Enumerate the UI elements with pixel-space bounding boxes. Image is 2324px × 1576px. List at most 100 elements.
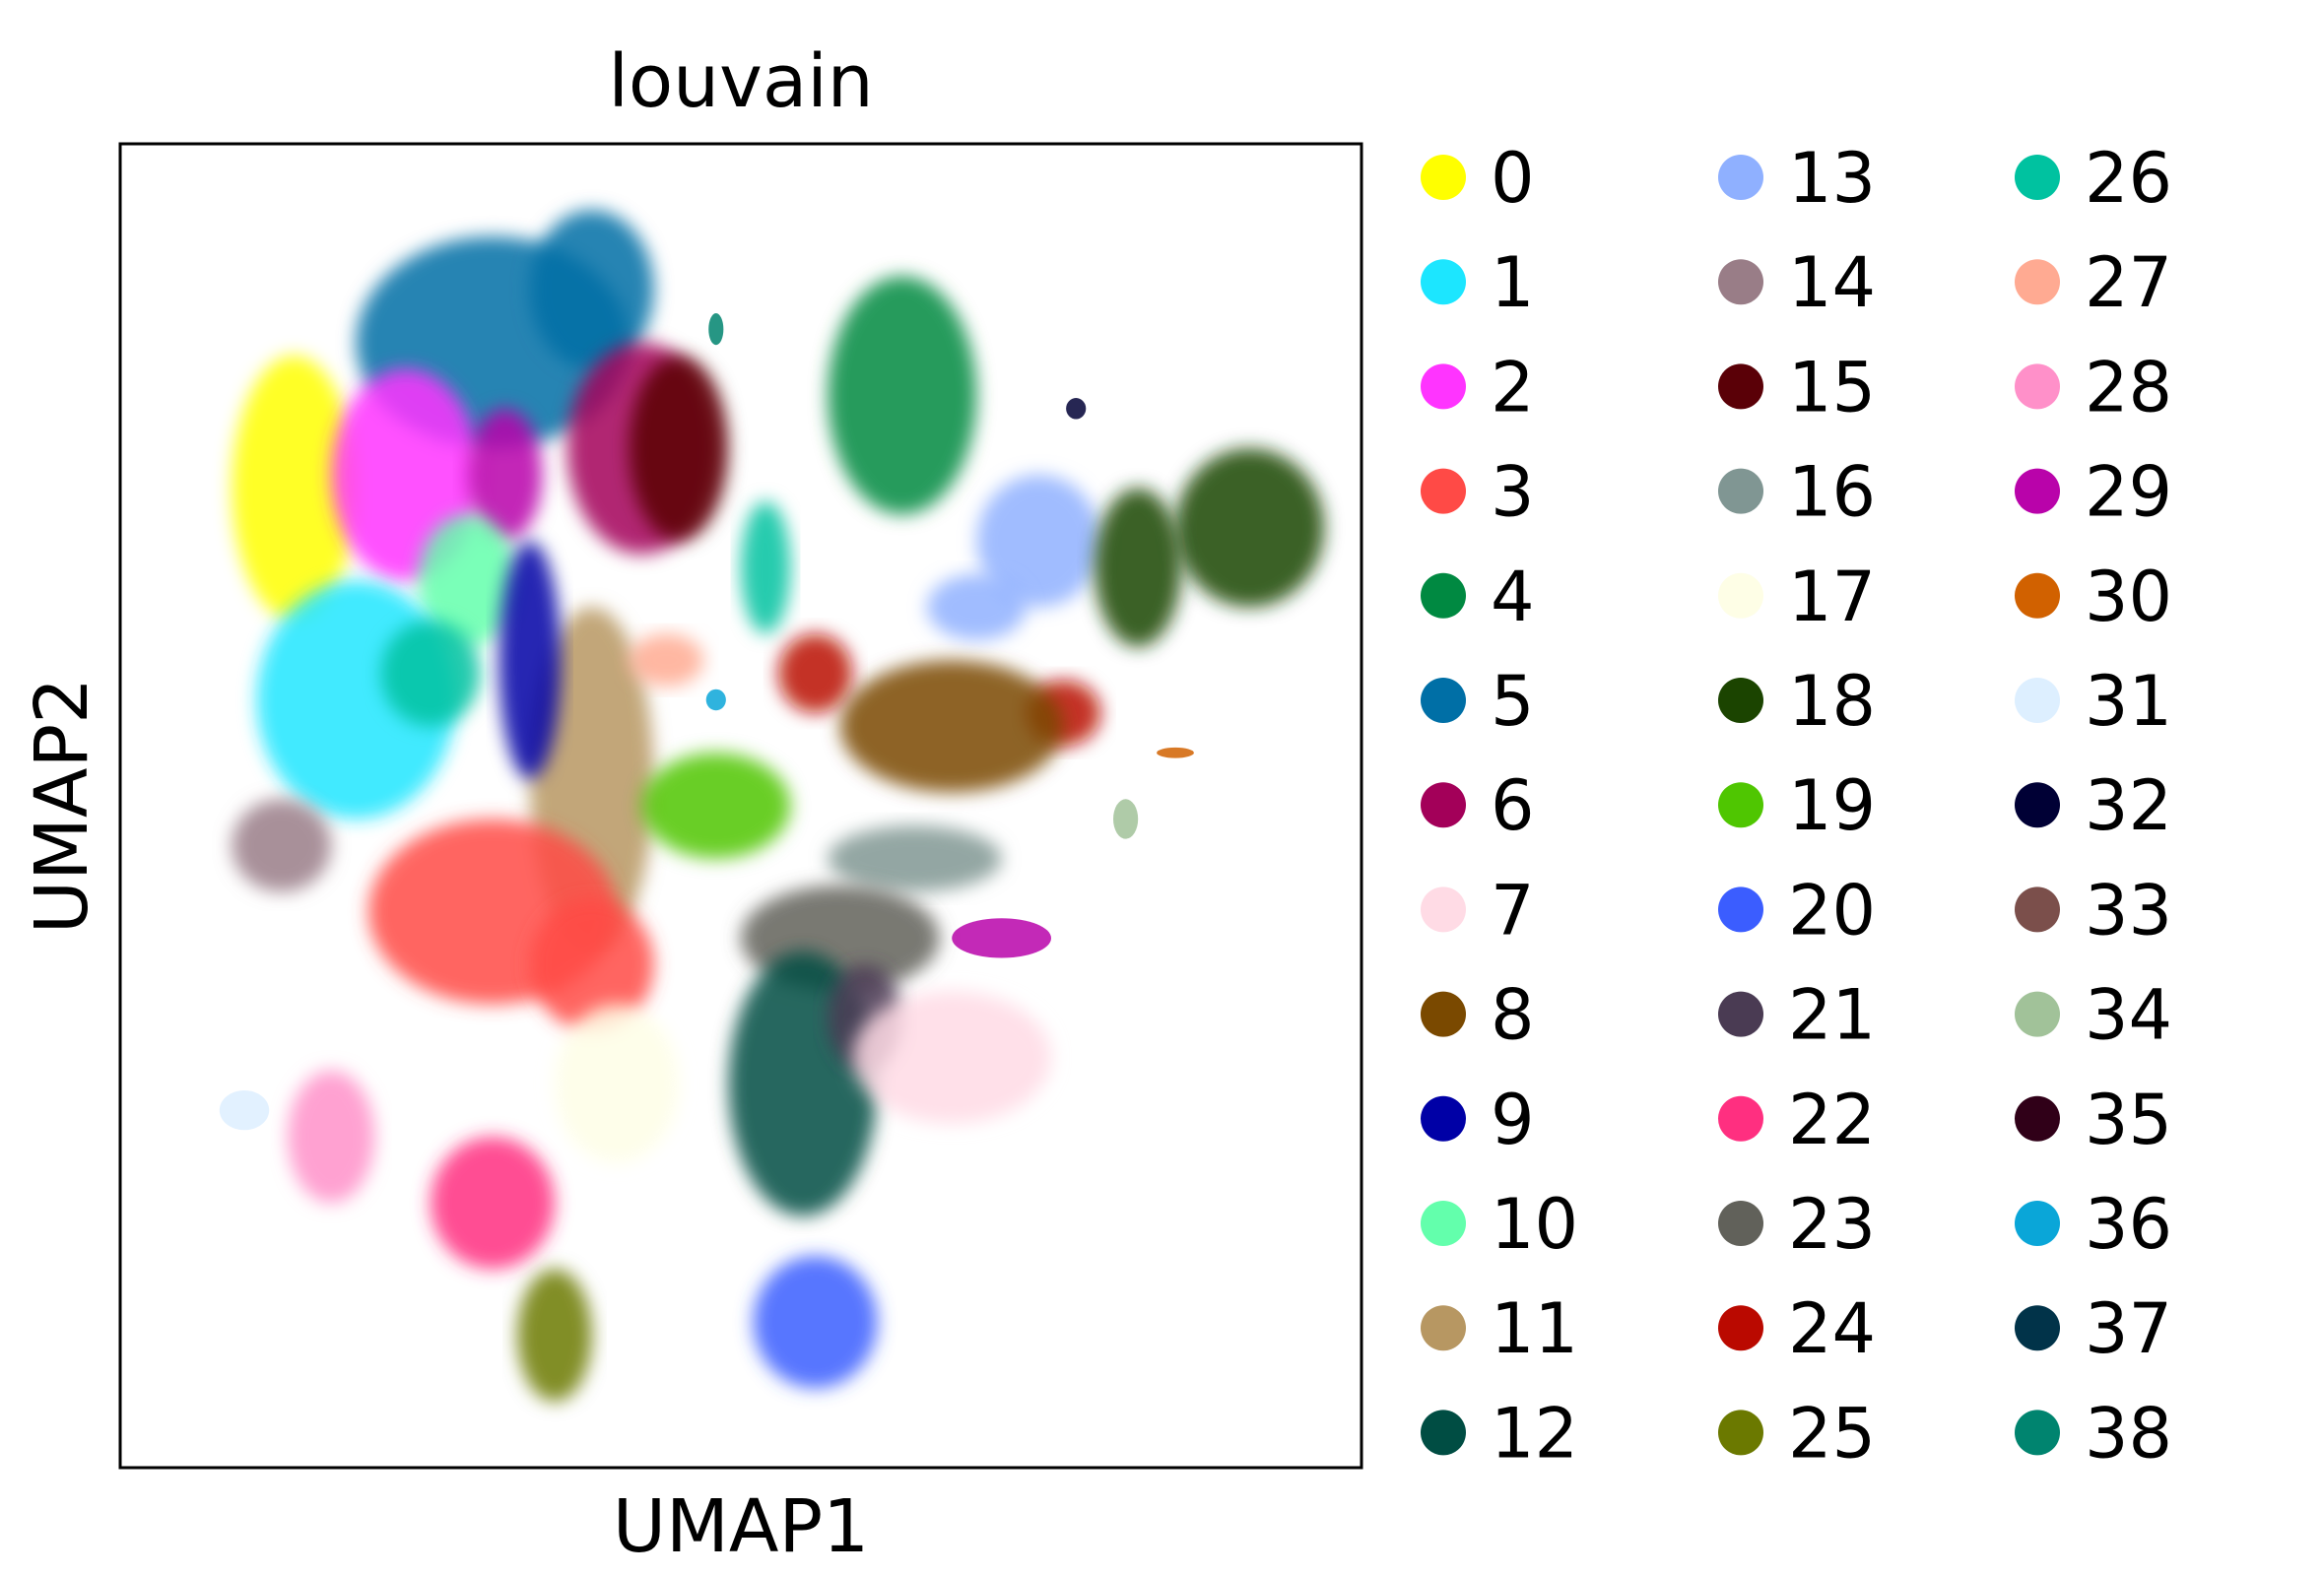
cluster-13-blob (976, 475, 1101, 608)
cluster-34-blob (1113, 799, 1139, 839)
cluster-17-blob (555, 1004, 679, 1163)
cluster-9-blob (498, 541, 562, 780)
legend-marker-28 (2015, 363, 2060, 410)
legend-marker-32 (2015, 782, 2060, 828)
legend-marker-30 (2015, 572, 2060, 619)
legend-marker-8 (1421, 991, 1466, 1037)
legend-marker-31 (2015, 678, 2060, 723)
legend-marker-23 (1718, 1201, 1763, 1246)
chart-title: louvain (608, 39, 873, 124)
legend-label-28: 28 (2085, 347, 2172, 427)
cluster-31-blob (219, 1089, 270, 1131)
legend-marker-19 (1718, 782, 1763, 828)
cluster-20-blob (753, 1255, 878, 1389)
cluster-36-blob (705, 689, 726, 711)
legend-marker-37 (2015, 1305, 2060, 1351)
cluster-32-blob (1066, 398, 1087, 420)
legend-marker-27 (2015, 259, 2060, 305)
legend-marker-25 (1718, 1410, 1763, 1456)
legend-label-1: 1 (1491, 242, 1535, 323)
legend-label-8: 8 (1491, 975, 1535, 1056)
legend-marker-15 (1718, 363, 1763, 410)
legend-label-37: 37 (2085, 1288, 2172, 1369)
legend-label-25: 25 (1788, 1393, 1876, 1474)
cluster-30-blob (1157, 747, 1194, 758)
cluster-5-blob (529, 210, 654, 369)
cluster-24-blob (777, 633, 853, 713)
legend-marker-16 (1718, 468, 1763, 514)
legend-label-35: 35 (2085, 1080, 2172, 1160)
legend-label-24: 24 (1788, 1288, 1876, 1369)
legend-label-11: 11 (1491, 1288, 1578, 1369)
legend-marker-29 (2015, 468, 2060, 514)
legend-label-29: 29 (2085, 452, 2172, 533)
legend-label-7: 7 (1491, 870, 1535, 951)
legend-label-34: 34 (2085, 975, 2172, 1056)
legend-label-18: 18 (1788, 661, 1876, 742)
cluster-22-blob (431, 1137, 555, 1270)
legend-label-38: 38 (2085, 1393, 2172, 1474)
legend-label-14: 14 (1788, 242, 1876, 323)
legend-marker-18 (1718, 678, 1763, 723)
cluster-0-blob (232, 356, 357, 621)
legend-marker-0 (1421, 155, 1466, 200)
legend-marker-3 (1421, 468, 1466, 514)
cluster-28-blob (288, 1070, 375, 1204)
legend-label-3: 3 (1491, 452, 1535, 533)
legend-label-12: 12 (1491, 1393, 1578, 1474)
legend-marker-10 (1421, 1201, 1466, 1246)
legend-label-21: 21 (1788, 975, 1876, 1056)
legend-label-33: 33 (2085, 870, 2172, 951)
legend-label-0: 0 (1491, 138, 1535, 219)
legend-label-5: 5 (1491, 661, 1535, 742)
legend-label-9: 9 (1491, 1080, 1535, 1160)
scatter-clusters (219, 210, 1325, 1402)
legend-label-10: 10 (1491, 1184, 1578, 1265)
legend-marker-34 (2015, 991, 2060, 1037)
legend-label-20: 20 (1788, 870, 1876, 951)
legend-marker-38 (2015, 1410, 2060, 1456)
cluster-18-blob (1095, 488, 1182, 647)
legend-marker-24 (1718, 1305, 1763, 1351)
cluster-18-blob (1175, 448, 1325, 608)
legend-marker-35 (2015, 1095, 2060, 1142)
legend-label-23: 23 (1788, 1184, 1876, 1265)
legend-label-22: 22 (1788, 1080, 1876, 1160)
legend-marker-12 (1421, 1410, 1466, 1456)
legend-marker-36 (2015, 1201, 2060, 1246)
legend-marker-17 (1718, 572, 1763, 619)
cluster-26-blob (741, 500, 791, 634)
cluster-27-blob (629, 633, 704, 688)
legend-marker-26 (2015, 155, 2060, 200)
legend-marker-11 (1421, 1305, 1466, 1351)
legend-label-19: 19 (1788, 765, 1876, 846)
legend-label-27: 27 (2085, 242, 2172, 323)
legend-label-4: 4 (1491, 557, 1535, 637)
legend-label-32: 32 (2085, 765, 2172, 846)
legend-label-36: 36 (2085, 1184, 2172, 1265)
legend-marker-22 (1718, 1095, 1763, 1142)
cluster-26-blob (380, 620, 481, 727)
legend-marker-6 (1421, 782, 1466, 828)
legend-label-16: 16 (1788, 452, 1876, 533)
x-axis-label: UMAP1 (613, 1484, 869, 1569)
cluster-16-blob (828, 825, 1002, 892)
cluster-38-blob (708, 313, 724, 346)
legend-label-26: 26 (2085, 138, 2172, 219)
legend-marker-7 (1421, 886, 1466, 933)
legend-marker-20 (1718, 886, 1763, 933)
cluster-15-blob (629, 356, 729, 542)
legend-label-31: 31 (2085, 661, 2172, 742)
cluster-29-blob (952, 918, 1051, 958)
legend-marker-21 (1718, 991, 1763, 1037)
legend-marker-1 (1421, 259, 1466, 305)
legend-marker-5 (1421, 678, 1466, 723)
legend-label-13: 13 (1788, 138, 1876, 219)
plot-frame (118, 142, 1363, 1470)
legend-label-6: 6 (1491, 765, 1535, 846)
cluster-25-blob (517, 1269, 592, 1402)
cluster-4-blob (828, 276, 977, 515)
cluster-7-blob (852, 991, 1051, 1124)
legend-marker-13 (1718, 155, 1763, 200)
